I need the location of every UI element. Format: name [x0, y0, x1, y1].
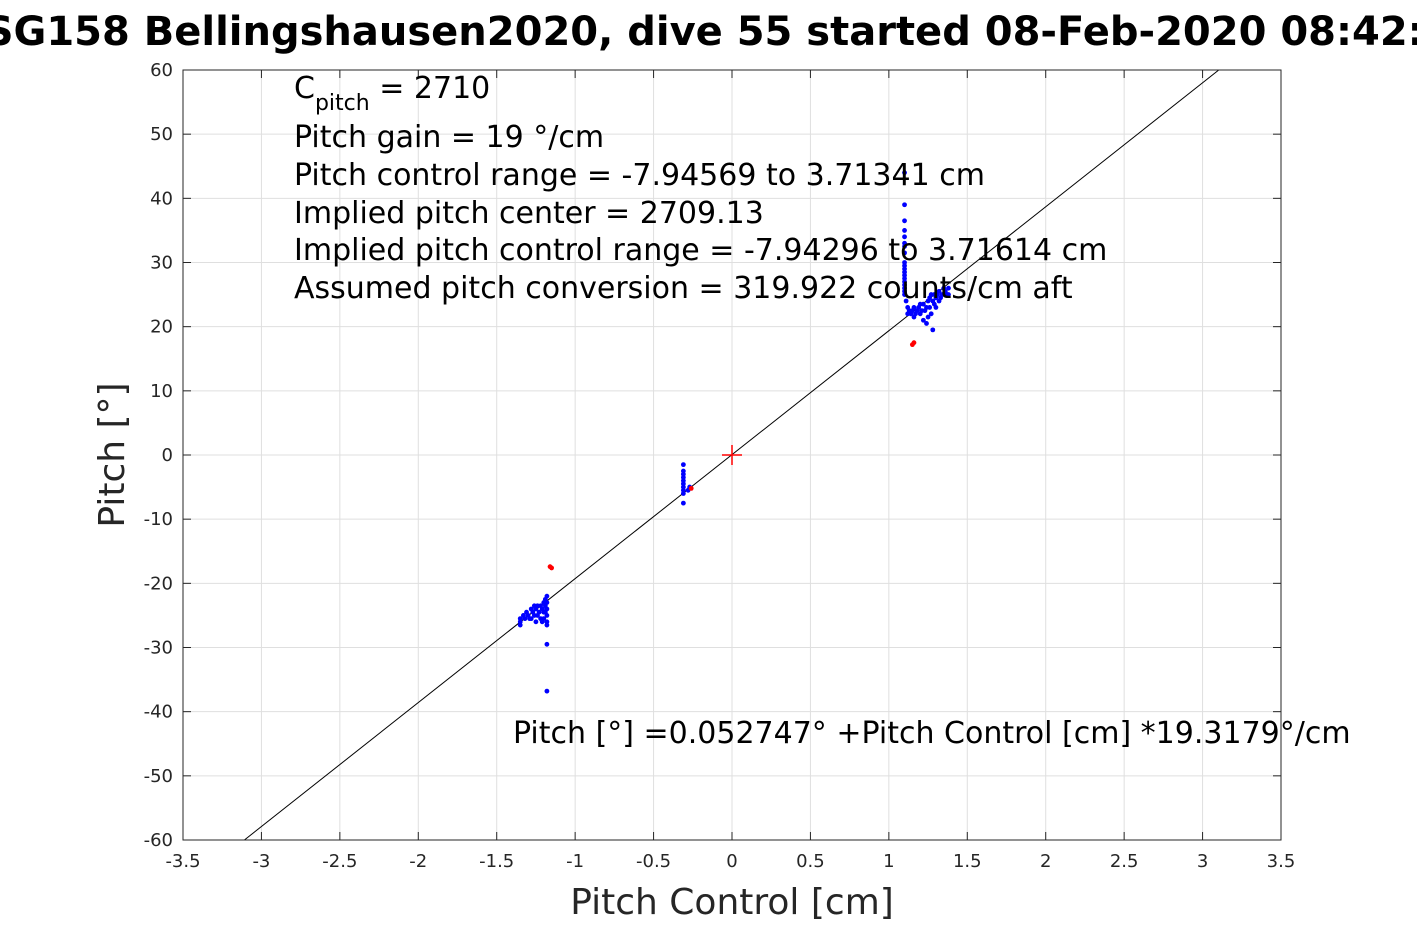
- y-tick-label: 40: [150, 188, 173, 209]
- data-point: [544, 593, 550, 599]
- data-point: [902, 170, 907, 176]
- data-point: [533, 619, 539, 625]
- y-tick-label: -30: [144, 638, 173, 659]
- data-point: [911, 305, 917, 310]
- data-point: [920, 301, 926, 307]
- data-point: [933, 305, 939, 310]
- data-point: [544, 600, 550, 605]
- x-tick-label: -2: [409, 851, 427, 872]
- x-axis-label: Pitch Control [cm]: [570, 882, 894, 923]
- x-tick-label: -2.5: [322, 851, 357, 872]
- x-tick-label: 0: [726, 851, 737, 872]
- x-tick-label: -0.5: [636, 851, 671, 872]
- x-tick-label: 2.5: [1110, 851, 1139, 872]
- data-point: [544, 688, 550, 694]
- data-point: [680, 500, 686, 506]
- data-point: [541, 616, 547, 622]
- c-pitch-value: = 2710: [370, 71, 491, 106]
- x-tick-label: -1: [566, 851, 584, 872]
- x-tick-label: 0.5: [796, 851, 825, 872]
- pitch-control-range-annotation: Pitch control range = -7.94569 to 3.7134…: [294, 158, 985, 193]
- y-tick-label: 50: [150, 124, 173, 145]
- y-axis-label: Pitch [°]: [92, 382, 133, 527]
- data-point-red: [688, 485, 694, 491]
- data-point: [544, 641, 550, 647]
- data-point: [522, 616, 528, 622]
- pitch-conversion-annotation: Assumed pitch conversion = 319.922 count…: [294, 271, 1073, 306]
- data-point: [528, 616, 534, 622]
- data-point: [936, 288, 942, 294]
- data-point-red: [911, 340, 917, 346]
- y-tick-label: 30: [150, 253, 173, 274]
- data-point: [927, 305, 933, 310]
- x-tick-label: -1.5: [479, 851, 514, 872]
- data-point: [517, 622, 523, 628]
- x-axis-ticks: -3.5 -3 -2.5 -2 -1.5 -1 -0.5 0 0.5 1 1.5 2 2.5 3 3.5: [165, 70, 1295, 872]
- data-point: [920, 317, 926, 323]
- c-pitch-base: C: [294, 71, 315, 106]
- data-point: [902, 228, 907, 233]
- y-tick-label: -60: [144, 830, 173, 851]
- y-tick-label: 0: [162, 445, 173, 466]
- data-point: [902, 292, 907, 297]
- data-point: [902, 218, 907, 224]
- data-point: [903, 298, 909, 304]
- data-point: [544, 622, 550, 628]
- data-point: [517, 616, 523, 622]
- data-point: [924, 321, 929, 326]
- data-point: [544, 613, 550, 618]
- pitch-gain-annotation: Pitch gain = 19 °/cm: [294, 120, 604, 155]
- data-point: [544, 606, 550, 612]
- data-point: [939, 292, 945, 297]
- chart-title: SG158 Bellingshausen2020, dive 55 starte…: [0, 9, 1417, 55]
- x-tick-label: 2: [1040, 851, 1051, 872]
- c-pitch-subscript: pitch: [315, 91, 370, 116]
- x-tick-label: -3.5: [165, 851, 200, 872]
- data-point: [930, 327, 936, 333]
- fit-equation-annotation: Pitch [°] =0.052747° +Pitch Control [cm]…: [513, 716, 1351, 751]
- data-point: [902, 234, 907, 240]
- data-point: [902, 244, 907, 249]
- x-tick-label: 3.5: [1267, 851, 1296, 872]
- y-tick-label: 10: [150, 381, 173, 402]
- y-tick-label: -10: [144, 509, 173, 530]
- x-tick-label: 3: [1197, 851, 1208, 872]
- y-axis-ticks: -60 -50 -40 -30 -20 -10 0 10 20 30 40 50 60: [144, 60, 1281, 851]
- data-point: [536, 609, 542, 615]
- implied-pitch-center-annotation: Implied pitch center = 2709.13: [294, 196, 764, 231]
- data-points: [517, 170, 951, 694]
- implied-pitch-control-range-annotation: Implied pitch control range = -7.94296 t…: [294, 233, 1107, 268]
- y-tick-label: -20: [144, 573, 173, 594]
- center-marker-layer: [722, 445, 742, 465]
- data-point: [928, 311, 934, 317]
- data-point: [925, 314, 931, 320]
- data-point: [680, 491, 686, 496]
- data-point: [902, 202, 907, 208]
- y-tick-label: 20: [150, 317, 173, 338]
- c-pitch-annotation: Cpitch = 2710: [294, 71, 490, 116]
- data-point: [680, 462, 686, 468]
- x-tick-label: -3: [252, 851, 270, 872]
- y-tick-label: -40: [144, 702, 173, 723]
- data-point: [946, 292, 951, 297]
- x-tick-label: 1.5: [953, 851, 982, 872]
- data-point: [902, 250, 907, 256]
- data-point: [946, 285, 951, 291]
- data-point-red: [549, 565, 555, 571]
- y-tick-label: -50: [144, 766, 173, 787]
- y-tick-label: 60: [150, 60, 173, 81]
- x-tick-label: 1: [883, 851, 894, 872]
